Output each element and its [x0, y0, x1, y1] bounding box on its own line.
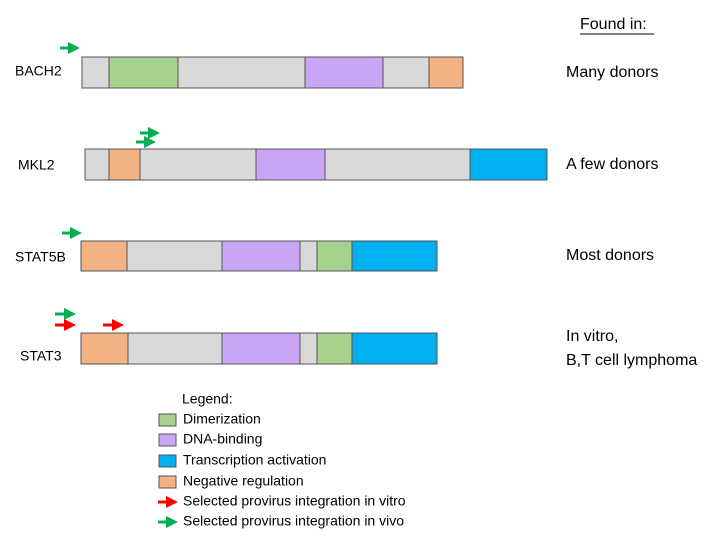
segment	[80, 332, 129, 365]
gene-name: STAT5B	[15, 249, 66, 265]
segment	[221, 332, 301, 365]
segment	[316, 240, 353, 272]
segment	[299, 332, 318, 365]
segment	[304, 56, 384, 89]
legend-entry: Selected provirus integration in vitro	[183, 493, 406, 509]
found-in: B,T cell lymphoma	[566, 352, 697, 369]
segment	[299, 240, 318, 272]
gene-name: MKL2	[18, 157, 55, 173]
segment	[324, 148, 471, 181]
gene-stat5b: STAT5B Most donors	[15, 227, 654, 272]
heading: Found in:	[580, 16, 647, 33]
segment	[108, 148, 141, 181]
found-in: In vitro,	[566, 328, 618, 345]
segment	[351, 240, 438, 272]
legend-swatch	[158, 475, 177, 489]
segment	[351, 332, 438, 365]
legend-title: Legend:	[182, 391, 233, 407]
segment	[469, 148, 548, 181]
segment	[428, 56, 464, 89]
segment	[84, 148, 110, 181]
legend-entry: DNA-binding	[183, 431, 262, 447]
legend-entry: Selected provirus integration in vivo	[183, 513, 404, 529]
segment	[126, 240, 223, 272]
gene-name: STAT3	[20, 348, 62, 364]
legend-swatch	[158, 454, 177, 468]
gene-bach2: BACH2 Many donors	[15, 42, 659, 89]
legend-swatch	[158, 433, 177, 447]
segment	[316, 332, 353, 365]
found-in: A few donors	[566, 156, 659, 173]
segment	[108, 56, 179, 89]
segment	[177, 56, 306, 89]
segment	[382, 56, 430, 89]
found-in: Many donors	[566, 64, 659, 81]
segment	[221, 240, 301, 272]
segment	[255, 148, 326, 181]
gene-name: BACH2	[15, 63, 62, 79]
legend-entry: Transcription activation	[183, 452, 326, 468]
segment	[139, 148, 257, 181]
legend: Legend: Dimerization DNA-binding Transcr…	[158, 391, 406, 529]
legend-swatch	[158, 413, 177, 427]
gene-mkl2: MKL2 A few donors	[18, 127, 659, 181]
found-in: Most donors	[566, 247, 654, 264]
segment	[81, 56, 110, 89]
legend-entry: Dimerization	[183, 411, 261, 427]
segment	[80, 240, 128, 272]
segment	[127, 332, 223, 365]
legend-entry: Negative regulation	[183, 473, 304, 489]
gene-stat3: STAT3 In vitro, B,T cell lymphoma	[20, 308, 697, 369]
